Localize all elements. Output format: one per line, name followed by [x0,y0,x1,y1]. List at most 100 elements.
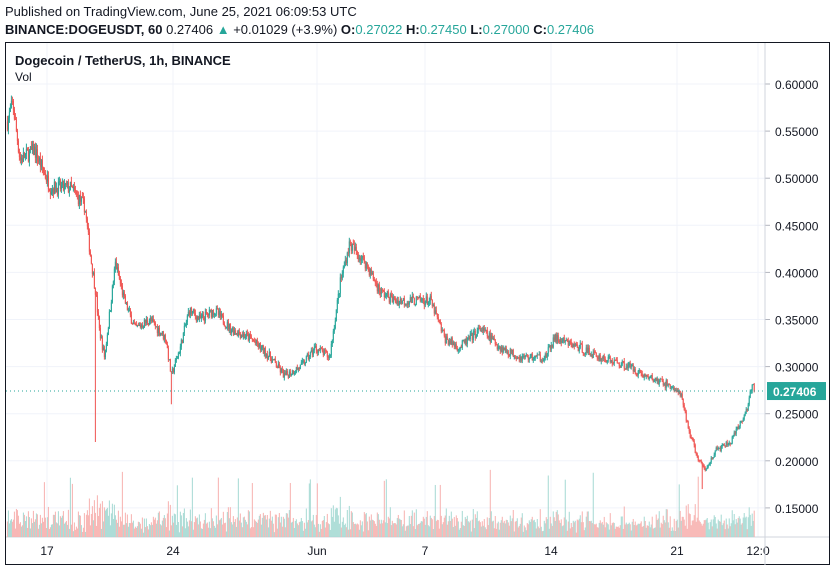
candle-up [638,369,640,371]
candle-down [635,373,637,375]
candle-up [707,464,709,467]
volume-bar [545,517,547,537]
volume-bar [577,520,579,537]
volume-bar [373,521,375,537]
candle-up [516,357,518,360]
candle-up [371,272,373,275]
candle-up [751,384,753,391]
candle-up [132,322,134,325]
candle-down [32,144,34,155]
candle-down [558,340,560,343]
published-line: Published on TradingView.com, June 25, 2… [5,4,357,19]
volume-bar [383,480,385,537]
volume-bar [575,532,577,537]
candle-down [152,319,154,322]
volume-bar [104,510,106,537]
volume-bar [212,521,214,537]
candle-up [554,334,556,341]
volume-bar [629,524,631,537]
candle-down [586,347,588,353]
candle-down [618,363,620,366]
volume-bar [338,523,340,537]
candle-up [171,368,173,372]
volume-bar [78,515,80,537]
candle-down [436,313,438,317]
candle-up [709,462,711,465]
candle-up [105,343,107,351]
candle-down [580,343,582,345]
volume-bar [508,525,510,537]
candle-up [745,409,747,413]
candle-up [402,298,404,301]
candle-down [508,354,510,356]
candle-down [417,297,419,299]
candle-up [386,291,388,294]
candle-up [175,358,177,360]
candle-up [125,302,127,304]
volume-bar [716,528,718,537]
volume-bar [687,504,689,537]
candle-up [261,345,263,348]
volume-bar [186,521,188,537]
candle-down [238,331,240,334]
candle-down [275,362,277,367]
volume-bar [651,516,653,537]
candle-up [732,436,734,438]
volume-bar [636,524,638,537]
candle-down [693,441,695,446]
candle-down [73,187,75,190]
volume-bar [134,526,136,537]
candle-down [229,324,231,334]
candle-up [524,355,526,358]
candle-down [85,211,87,219]
candle-up [140,325,142,328]
candle-down [499,346,501,351]
candle-down [487,336,489,338]
candle-up [448,340,450,345]
volume-bar [54,511,56,537]
candle-up [184,325,186,327]
volume-bar [516,518,518,537]
volume-bar [86,510,88,537]
volume-bar [79,515,81,537]
volume-bar [283,518,285,537]
volume-bar [161,520,163,537]
volume-bar [109,525,111,537]
candle-down [463,340,465,343]
candle-down [37,160,39,162]
candle-down [416,296,418,298]
candle-up [46,175,48,182]
candle-up [300,362,302,365]
volume-bar [120,521,122,537]
volume-bar [367,530,369,537]
candle-down [247,333,249,341]
volume-bar [423,518,425,537]
volume-bar [617,526,619,537]
volume-bar [404,530,406,537]
candle-down [65,183,67,185]
candle-up [314,346,316,348]
candle-down [724,445,726,447]
candle-up [245,333,247,338]
volume-bar [664,522,666,537]
volume-bar [700,523,702,537]
volume-bar [432,529,434,537]
candle-down [617,362,619,364]
volume-bar [501,516,503,537]
volume-bar [13,511,15,537]
candle-down [596,356,598,358]
volume-bar [737,517,739,537]
volume-bar [334,509,336,537]
candle-down [496,345,498,350]
volume-bar [393,523,395,537]
volume-bar [276,528,278,537]
candle-up [565,339,567,341]
volume-bar [704,520,706,537]
candle-down [495,344,497,346]
candle-up [323,349,325,356]
volume-bar [312,514,314,537]
candle-down [190,307,192,314]
candle-up [482,327,484,332]
candle-down [252,339,254,341]
